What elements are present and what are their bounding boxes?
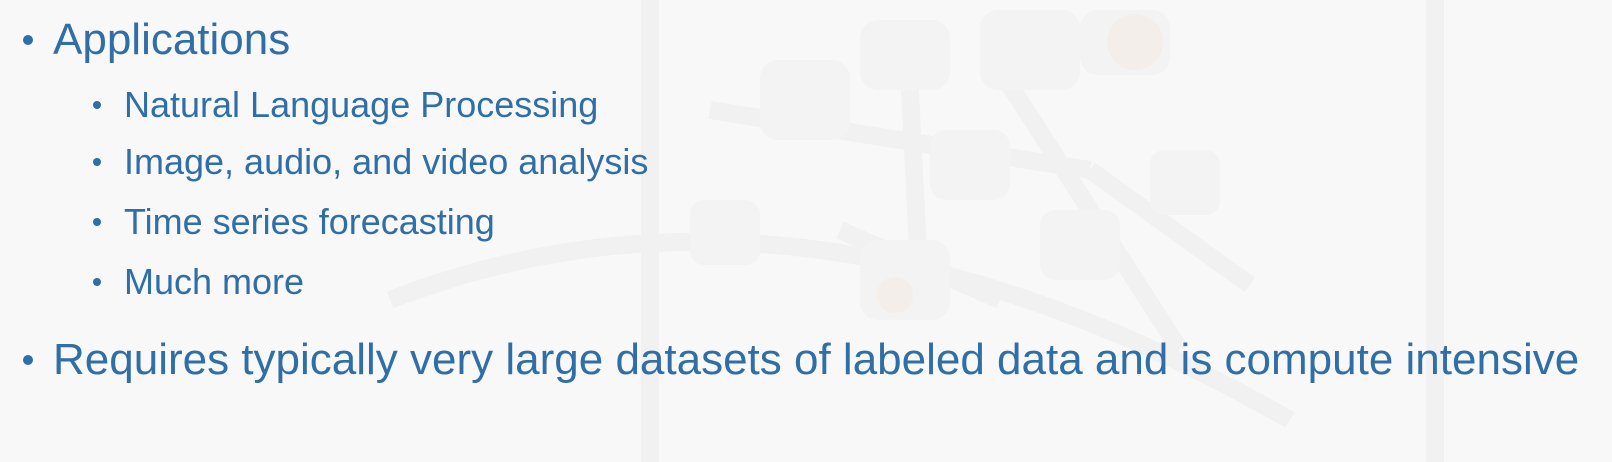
sub-bullet-text: Image, audio, and video analysis (124, 141, 649, 182)
sub-bullet-text: Natural Language Processing (124, 84, 599, 125)
sub-bullet-time-series: Time series forecasting (93, 201, 495, 242)
bullet-dot-icon (93, 218, 101, 226)
sub-bullet-text: Much more (124, 261, 305, 302)
sub-bullet-nlp: Natural Language Processing (93, 84, 599, 125)
sub-bullet-much-more: Much more (93, 261, 305, 302)
bullet-dot-icon (93, 101, 101, 109)
bullet-applications: Applications (23, 15, 291, 64)
bullet-requirements: Requires typically very large datasets o… (23, 335, 1593, 384)
sub-bullet-text: Time series forecasting (124, 201, 495, 242)
bullet-dot-icon (23, 355, 33, 365)
bullet-dot-icon (93, 158, 101, 166)
bullet-text: Requires typically very large datasets o… (53, 335, 1580, 384)
bullet-text: Applications (53, 15, 291, 64)
bullet-dot-icon (23, 35, 33, 45)
sub-bullet-media-analysis: Image, audio, and video analysis (93, 141, 649, 182)
bullet-dot-icon (93, 278, 101, 286)
